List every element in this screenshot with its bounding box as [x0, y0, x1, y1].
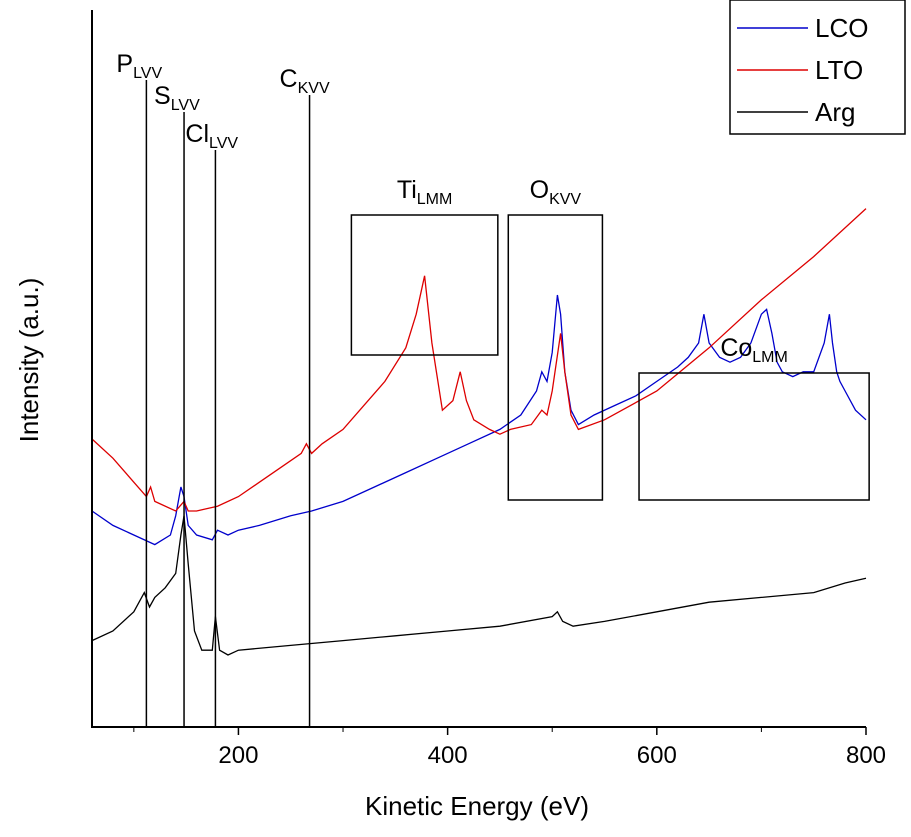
- vline-label-s: SLVV: [154, 82, 200, 114]
- x-tick-label: 800: [846, 742, 886, 769]
- box-label-o: OKVV: [530, 176, 582, 208]
- legend: LCO LTO Arg: [729, 0, 906, 135]
- box-o: [507, 214, 604, 501]
- vline-label-cl: ClLVV: [185, 120, 238, 152]
- x-tick-label: 600: [637, 742, 677, 769]
- box-label-co: CoLMM: [720, 334, 788, 366]
- plot-area: [91, 208, 867, 656]
- x-axis-title: Kinetic Energy (eV): [365, 791, 589, 821]
- series-line-arg: [91, 515, 867, 656]
- legend-label: Arg: [815, 97, 855, 127]
- box-co: [638, 372, 870, 501]
- legend-label: LTO: [815, 55, 863, 85]
- y-axis-title: Intensity (a.u.): [14, 278, 44, 443]
- x-tick-label: 200: [218, 742, 258, 769]
- vline-label-c: CKVV: [280, 65, 330, 97]
- legend-label: LCO: [815, 13, 868, 43]
- axes: [91, 10, 866, 728]
- x-tick-label: 400: [428, 742, 468, 769]
- box-ti: [350, 214, 499, 356]
- series-line-lto: [91, 208, 867, 512]
- series-line-lco: [91, 294, 867, 546]
- x-ticks: 200 400 600 800: [133, 727, 886, 769]
- box-label-ti: TiLMM: [397, 176, 452, 208]
- vline-label-p: PLVV: [116, 50, 162, 82]
